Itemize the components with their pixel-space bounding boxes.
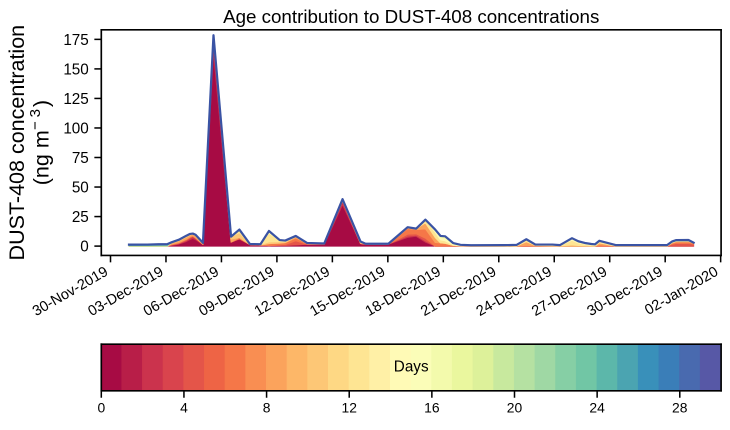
svg-text:Age contribution to DUST-408 c: Age contribution to DUST-408 concentrati…	[223, 6, 599, 27]
svg-text:20: 20	[507, 400, 523, 416]
svg-text:4: 4	[180, 400, 188, 416]
svg-text:75: 75	[72, 150, 89, 167]
svg-text:Days: Days	[394, 358, 429, 375]
svg-text:24: 24	[589, 400, 605, 416]
svg-text:125: 125	[63, 91, 88, 108]
svg-text:16: 16	[424, 400, 440, 416]
svg-text:28: 28	[672, 400, 688, 416]
svg-text:8: 8	[263, 400, 271, 416]
svg-text:100: 100	[63, 121, 88, 138]
svg-text:0: 0	[80, 239, 89, 256]
svg-text:175: 175	[63, 32, 88, 49]
svg-text:DUST-408 concentration: DUST-408 concentration	[5, 25, 29, 261]
svg-text:25: 25	[72, 209, 89, 226]
svg-text:( n g: ( n g m ) − 3	[20, 94, 54, 185]
svg-text:0: 0	[97, 400, 105, 416]
svg-text:150: 150	[63, 61, 88, 78]
svg-text:12: 12	[342, 400, 358, 416]
svg-text:50: 50	[72, 180, 89, 197]
